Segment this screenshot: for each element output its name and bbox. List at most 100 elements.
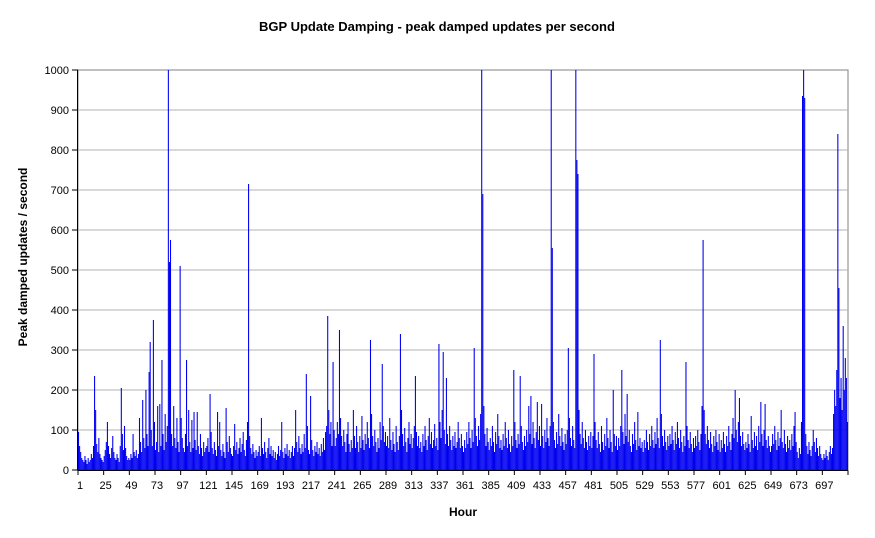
bar bbox=[518, 444, 520, 470]
bar bbox=[803, 70, 805, 470]
bar bbox=[501, 450, 503, 470]
bar bbox=[422, 434, 424, 470]
bar bbox=[219, 422, 221, 470]
bar bbox=[544, 430, 546, 470]
bar bbox=[615, 436, 617, 470]
bar bbox=[761, 434, 763, 470]
bar bbox=[554, 448, 557, 470]
bar bbox=[658, 448, 660, 470]
bar bbox=[602, 442, 604, 470]
bar bbox=[109, 454, 111, 470]
bar bbox=[276, 454, 278, 470]
bar bbox=[273, 458, 275, 470]
bar bbox=[315, 452, 317, 470]
bar bbox=[286, 444, 288, 470]
bar bbox=[809, 450, 811, 470]
bar bbox=[640, 448, 642, 470]
bar bbox=[383, 442, 385, 470]
bar bbox=[834, 390, 836, 470]
bar bbox=[240, 452, 242, 470]
bar bbox=[552, 422, 554, 470]
bar bbox=[153, 422, 155, 470]
bar bbox=[654, 432, 656, 470]
bar bbox=[830, 454, 832, 470]
x-tick-label: 49 bbox=[125, 480, 137, 492]
bar bbox=[753, 432, 755, 470]
bar bbox=[364, 434, 366, 470]
bar bbox=[713, 436, 715, 470]
bar bbox=[667, 436, 669, 470]
bar bbox=[316, 442, 318, 470]
bar bbox=[327, 316, 329, 470]
bar bbox=[188, 410, 190, 470]
bar bbox=[727, 446, 729, 470]
bar bbox=[791, 434, 793, 470]
bar bbox=[844, 358, 846, 470]
bar bbox=[162, 434, 164, 470]
bar bbox=[688, 448, 690, 470]
bar bbox=[610, 442, 612, 470]
bar bbox=[321, 452, 323, 470]
bar bbox=[531, 444, 533, 470]
bar bbox=[398, 436, 400, 470]
bar bbox=[838, 288, 840, 470]
bar bbox=[651, 426, 653, 470]
bar bbox=[504, 422, 506, 470]
bar bbox=[292, 456, 295, 470]
bar bbox=[584, 430, 586, 470]
bar bbox=[202, 456, 204, 470]
bar bbox=[98, 438, 100, 470]
bar bbox=[107, 446, 110, 470]
bar bbox=[646, 442, 649, 470]
bar bbox=[260, 418, 262, 470]
bar bbox=[596, 448, 598, 470]
bar bbox=[400, 410, 403, 470]
bar bbox=[190, 452, 192, 470]
bar bbox=[428, 418, 430, 470]
bar bbox=[334, 446, 336, 470]
bar bbox=[511, 436, 513, 470]
y-tick-label: 600 bbox=[51, 225, 69, 237]
bar bbox=[354, 448, 357, 470]
bar bbox=[474, 418, 476, 470]
bar bbox=[588, 436, 590, 470]
bar bbox=[129, 460, 131, 470]
bar bbox=[669, 434, 671, 470]
bar bbox=[252, 444, 254, 470]
bar bbox=[277, 446, 280, 470]
bar bbox=[158, 452, 160, 470]
bar bbox=[241, 444, 243, 470]
bar bbox=[82, 460, 84, 470]
bar bbox=[397, 450, 399, 470]
bar bbox=[492, 442, 495, 470]
bar bbox=[811, 446, 813, 470]
bar bbox=[800, 422, 803, 470]
bar bbox=[488, 450, 490, 470]
bar bbox=[248, 184, 250, 470]
bar bbox=[532, 422, 534, 470]
bar bbox=[634, 422, 636, 470]
bar bbox=[411, 448, 413, 470]
bar bbox=[79, 446, 81, 470]
bar bbox=[251, 454, 253, 470]
bar bbox=[137, 454, 139, 470]
x-tick-label: 241 bbox=[327, 480, 345, 492]
bar bbox=[228, 436, 230, 470]
bar bbox=[705, 444, 707, 470]
bar bbox=[115, 460, 117, 470]
bar bbox=[212, 454, 214, 470]
bar bbox=[353, 436, 355, 470]
bar bbox=[466, 432, 468, 470]
bar bbox=[423, 446, 425, 470]
bar bbox=[97, 452, 99, 470]
bar bbox=[419, 448, 421, 470]
bar bbox=[543, 448, 545, 470]
bar bbox=[485, 446, 487, 470]
bar bbox=[120, 388, 122, 470]
bar bbox=[562, 442, 564, 470]
bar bbox=[560, 446, 562, 470]
bar bbox=[549, 426, 551, 470]
bar bbox=[454, 432, 456, 470]
bar bbox=[537, 440, 539, 470]
bar bbox=[90, 454, 92, 470]
